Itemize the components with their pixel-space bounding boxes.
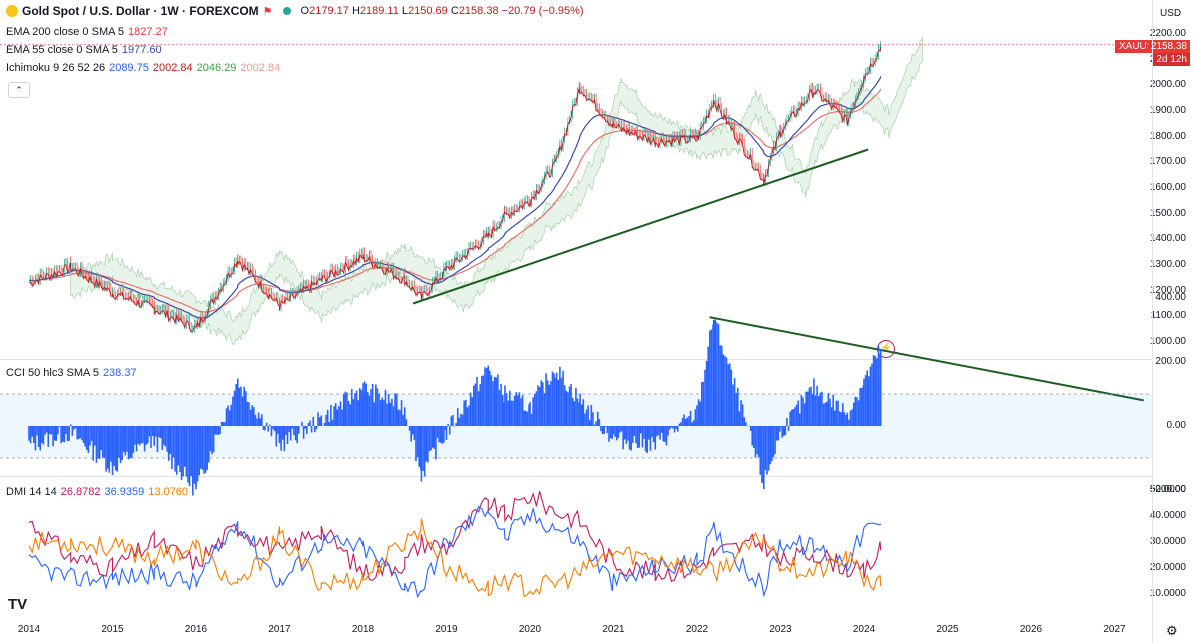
ema55-legend[interactable]: EMA 55 close 0 SMA 5 1977.60: [6, 44, 162, 56]
pane-separator-cci[interactable]: [0, 359, 1152, 360]
time-tick-label: 2026: [1019, 624, 1043, 635]
price-tick-label: 1400.00: [1149, 233, 1186, 245]
ichimoku-kijun-line: [28, 47, 882, 333]
dmi-tick-label: 10.0000: [1149, 588, 1186, 599]
collapse-legend-button[interactable]: ⌃: [8, 82, 30, 98]
ichimoku-legend[interactable]: Ichimoku 9 26 52 26 2089.75 2002.84 2046…: [6, 62, 281, 74]
price-tick-label: 1600.00: [1149, 182, 1186, 193]
price-tick-label: 2200.00: [1149, 28, 1186, 39]
price-tick-label: 1300.00: [1149, 259, 1186, 270]
dmi-legend[interactable]: DMI 14 14 26.8782 36.9359 13.0760: [6, 486, 189, 498]
dmi-adx-line: [28, 490, 882, 583]
cci-legend[interactable]: CCI 50 hlc3 SMA 5 238.37: [6, 367, 137, 379]
price-trendline: [412, 148, 869, 305]
currency-selector[interactable]: USD: [1160, 8, 1182, 19]
pane-separator-dmi[interactable]: [0, 476, 1152, 477]
price-tick-label: 1000.00: [1149, 336, 1186, 347]
time-tick-label: 2016: [184, 624, 208, 635]
time-tick-label: 2023: [769, 624, 792, 635]
dmi-tick-label: 40.0000: [1149, 510, 1186, 521]
symbol-logo-icon: [6, 5, 18, 17]
last-price-badge: 2158.38: [1147, 40, 1190, 53]
dmi-tick-label: 20.0000: [1149, 562, 1186, 573]
settings-gear-icon[interactable]: ⚙: [1166, 623, 1178, 638]
axis-divider: [1152, 0, 1153, 643]
time-tick-label: 2020: [518, 624, 542, 635]
cci-trendline: [709, 316, 1144, 402]
time-tick-label: 2014: [17, 624, 41, 635]
tradingview-logo-icon: TV: [8, 596, 28, 613]
time-tick-label: 2015: [101, 624, 124, 635]
time-tick-label: 2027: [1103, 624, 1126, 635]
ema200-legend[interactable]: EMA 200 close 0 SMA 5 1827.27: [6, 26, 168, 38]
price-tick-label: 1800.00: [1149, 130, 1186, 142]
chart-title-row: Gold Spot / U.S. Dollar · 1W · FOREXCOM …: [6, 4, 584, 18]
chart-title[interactable]: Gold Spot / U.S. Dollar · 1W · FOREXCOM: [22, 4, 259, 18]
cci-tick-label: 0.00: [1166, 420, 1186, 431]
ichimoku-cloud: [70, 37, 923, 345]
dmi-di-line: [28, 505, 882, 599]
time-tick-label: 2019: [435, 624, 458, 635]
market-status-icon: [282, 7, 291, 15]
price-tick-label: 1100.00: [1150, 310, 1186, 322]
cci-tick-label: 400.00: [1155, 292, 1186, 303]
chart-canvas[interactable]: [0, 0, 1152, 620]
time-tick-label: 2025: [936, 624, 959, 635]
time-tick-label: 2017: [268, 624, 291, 635]
time-tick-label: 2021: [602, 624, 625, 635]
price-tick-label: 1700.00: [1149, 156, 1186, 168]
time-tick-label: 2018: [351, 624, 375, 635]
dmi-tick-label: 50.0000: [1149, 484, 1186, 495]
price-tick-label: 1500.00: [1149, 207, 1186, 219]
time-tick-label: 2024: [852, 624, 876, 635]
ema55-line: [28, 76, 882, 319]
price-tick-label: 1200.00: [1149, 284, 1186, 296]
ema200-line: [28, 88, 882, 313]
dmi-di-line: [28, 518, 882, 598]
cci-tick-label: 200.00: [1155, 356, 1186, 367]
flag-icon[interactable]: ⚑: [262, 5, 273, 18]
dmi-tick-label: 30.0000: [1149, 536, 1186, 547]
price-tick-label: 2000.00: [1149, 79, 1186, 91]
ohlc-values: O2179.17 H2189.11 L2150.69 C2158.38 −20.…: [300, 5, 584, 17]
cci-tick-label: −200.00: [1149, 484, 1186, 495]
price-tick-label: 1900.00: [1149, 105, 1186, 116]
countdown-badge: 2d 12h: [1153, 53, 1190, 66]
time-tick-label: 2022: [685, 624, 709, 635]
